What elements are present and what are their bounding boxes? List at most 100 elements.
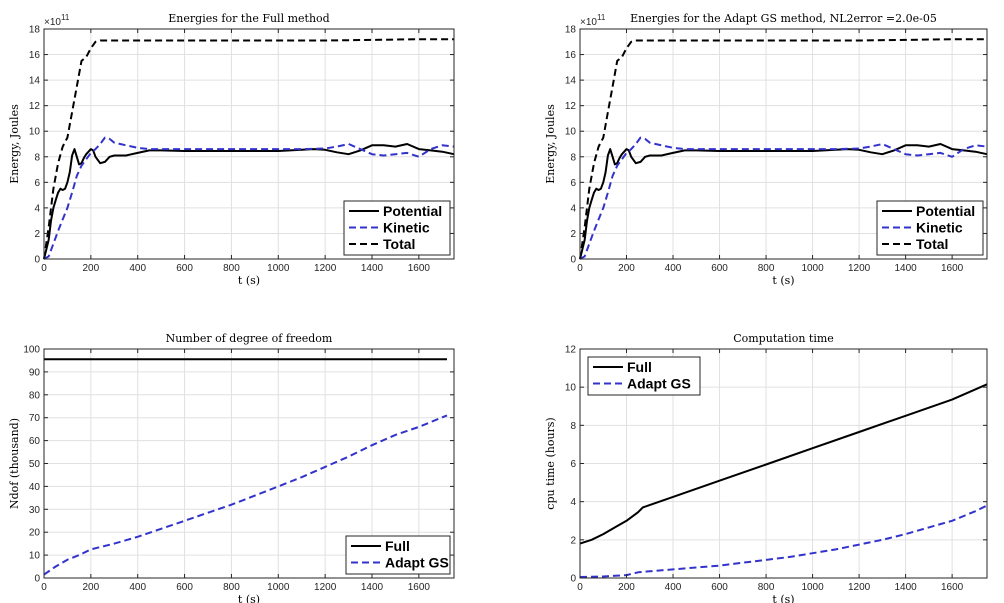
x-tick-label: 400 xyxy=(665,582,682,593)
series-line-full xyxy=(579,383,988,545)
y-tick-label: 90 xyxy=(29,367,41,378)
y-tick-label: 2 xyxy=(570,535,576,546)
y-tick-label: 14 xyxy=(565,76,577,87)
x-tick-label: 600 xyxy=(711,582,728,593)
y-tick-label: 10 xyxy=(565,383,577,394)
y-tick-label: 8 xyxy=(570,152,576,163)
y-tick-label: 70 xyxy=(29,413,41,424)
y-tick-label: 0 xyxy=(570,574,576,585)
series-line-kinetic xyxy=(43,136,455,260)
chart-4: 0 200 400 600 800 1000 1200 1400 1600 0 2 4 6 8 10 12 Co… xyxy=(544,332,988,603)
x-tick-label: 200 xyxy=(83,263,100,274)
x-tick-label: 1600 xyxy=(408,263,431,274)
x-tick-label: 0 xyxy=(577,263,583,274)
y-tick-label: 2 xyxy=(34,229,40,240)
series-line-total xyxy=(43,38,454,260)
legend-box xyxy=(345,535,451,575)
legend-label: Adapt GS xyxy=(385,555,449,571)
x-axis-label: t (s) xyxy=(238,593,260,603)
y-tick-label: 12 xyxy=(565,101,577,112)
x-tick-label: 1000 xyxy=(801,263,824,274)
y-exponent-value: 11 xyxy=(597,13,606,22)
y-tick-label: 4 xyxy=(570,497,576,508)
x-tick-label: 400 xyxy=(665,263,682,274)
x-axis-label: t (s) xyxy=(772,593,794,603)
x-tick-label: 1200 xyxy=(848,263,871,274)
series-line-adapt-gs xyxy=(43,414,448,576)
x-tick-label: 400 xyxy=(129,582,146,593)
x-tick-label: 1400 xyxy=(894,582,917,593)
y-axis-label: Energy, Joules xyxy=(544,104,557,184)
y-tick-label: 80 xyxy=(29,390,41,401)
x-tick-label: 0 xyxy=(41,582,47,593)
series-line-total xyxy=(579,38,987,260)
y-exponent-value: 11 xyxy=(61,13,70,22)
y-tick-label: 14 xyxy=(29,76,41,87)
y-tick-label: 10 xyxy=(29,127,41,138)
y-tick-label: 2 xyxy=(570,229,576,240)
axes-box xyxy=(43,28,455,260)
y-tick-label: 6 xyxy=(34,178,40,189)
y-tick-label: 6 xyxy=(570,459,576,470)
legend-label: Total xyxy=(916,236,948,252)
legend-label: Kinetic xyxy=(916,220,963,236)
chart-title: Energies for the Adapt GS method, NL2err… xyxy=(630,12,937,25)
chart-title: Computation time xyxy=(733,332,834,345)
y-tick-label: 4 xyxy=(570,203,576,214)
y-tick-label: 12 xyxy=(29,101,41,112)
y-tick-label: 50 xyxy=(29,459,41,470)
y-tick-label: 10 xyxy=(29,551,41,562)
y-tick-label: 0 xyxy=(34,574,40,585)
y-tick-label: 8 xyxy=(34,152,40,163)
x-tick-label: 1600 xyxy=(408,582,431,593)
series-line-adapt-gs xyxy=(579,504,988,578)
y-tick-label: 18 xyxy=(565,25,577,36)
y-axis-label: cpu time (hours) xyxy=(544,417,557,509)
y-axis-label: Ndof (thousand) xyxy=(8,418,21,509)
x-axis-label: t (s) xyxy=(772,274,794,287)
y-tick-label: 30 xyxy=(29,505,41,516)
y-tick-label: 16 xyxy=(29,50,41,61)
y-tick-label: 4 xyxy=(34,203,40,214)
x-tick-label: 800 xyxy=(758,263,775,274)
legend-label: Kinetic xyxy=(383,220,430,236)
x-tick-label: 1000 xyxy=(267,263,290,274)
x-axis-label: t (s) xyxy=(238,274,260,287)
legend-label: Potential xyxy=(916,203,975,219)
x-tick-label: 1600 xyxy=(941,582,964,593)
legend-label: Total xyxy=(383,236,415,252)
x-tick-label: 200 xyxy=(618,582,635,593)
legend-label: Potential xyxy=(383,203,442,219)
y-tick-label: 0 xyxy=(34,255,40,266)
y-tick-label: 10 xyxy=(565,127,577,138)
y-exponent-label: ×1011 xyxy=(580,13,606,28)
y-tick-label: 6 xyxy=(570,178,576,189)
legend-label: Full xyxy=(627,359,652,375)
x-tick-label: 0 xyxy=(577,582,583,593)
legend-box xyxy=(587,356,701,396)
x-tick-label: 1200 xyxy=(314,582,337,593)
x-tick-label: 200 xyxy=(618,263,635,274)
x-tick-label: 1600 xyxy=(941,263,964,274)
x-tick-label: 600 xyxy=(711,263,728,274)
series-line-potential xyxy=(43,143,455,260)
axes-box xyxy=(579,28,988,260)
x-tick-label: 1000 xyxy=(267,582,290,593)
y-tick-label: 60 xyxy=(29,436,41,447)
x-tick-label: 600 xyxy=(176,582,193,593)
y-tick-label: 40 xyxy=(29,482,41,493)
x-tick-label: 1200 xyxy=(848,582,871,593)
y-tick-label: 20 xyxy=(29,528,41,539)
x-tick-label: 1400 xyxy=(894,263,917,274)
y-tick-label: 18 xyxy=(29,25,41,36)
chart-title: Energies for the Full method xyxy=(168,12,329,25)
y-tick-label: 16 xyxy=(565,50,577,61)
legend-label: Adapt GS xyxy=(627,376,691,392)
x-tick-label: 800 xyxy=(223,582,240,593)
x-tick-label: 1400 xyxy=(361,263,384,274)
chart-2: 0 200 400 600 800 1000 1200 1400 1600 0 2 4 6 8 10 12 14… xyxy=(544,12,988,287)
series-line-kinetic xyxy=(579,136,988,260)
y-tick-label: 12 xyxy=(565,345,577,356)
